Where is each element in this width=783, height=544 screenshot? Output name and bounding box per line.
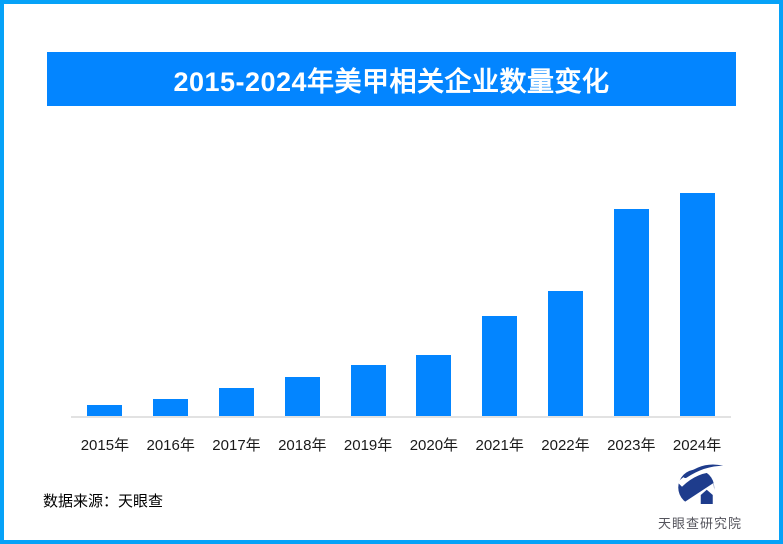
bar-2017年 (218, 388, 254, 417)
bar-slot (664, 190, 730, 417)
tianyancha-logo-icon (676, 462, 724, 512)
x-tick-label-2022年: 2022年 (541, 437, 590, 454)
x-tick-label-2015年: 2015年 (80, 437, 130, 454)
bar-2021年 (482, 316, 518, 417)
title-banner: 2015-2024年美甲相关企业数量变化 (47, 52, 736, 106)
bar-2015年 (87, 405, 123, 417)
bar-2024年 (679, 193, 715, 417)
bar-2022年 (547, 291, 583, 417)
publisher-logo-block: 天眼查研究院 (651, 462, 749, 532)
bar-slot (467, 190, 533, 417)
data-source-label: 数据来源：天眼查 (43, 493, 164, 510)
x-axis-line (71, 416, 731, 418)
chart-title: 2015-2024年美甲相关企业数量变化 (173, 66, 610, 97)
x-tick-label-2017年: 2017年 (212, 437, 261, 454)
bar-slot (533, 190, 599, 417)
bar-slot (335, 190, 401, 417)
bar-2023年 (613, 209, 649, 417)
x-tick-label-2019年: 2019年 (343, 437, 393, 454)
x-tick-label-2018年: 2018年 (278, 437, 327, 454)
bar-slot (598, 190, 664, 417)
bar-2020年 (416, 355, 452, 417)
bar-2018年 (284, 377, 320, 417)
bar-slot (401, 190, 467, 417)
bar-slot (72, 190, 138, 417)
x-axis-labels: 2015年 2016年 2017年 2018年 2019年 2020年 2021年 2022年… (72, 434, 730, 455)
bar-slot (204, 190, 270, 417)
x-tick-label-2023年: 2023年 (607, 437, 656, 454)
bar-slot (138, 190, 204, 417)
x-tick-label-2024年: 2024年 (672, 437, 722, 454)
bar-chart (72, 190, 730, 417)
bar-slot (269, 190, 335, 417)
bar-2016年 (153, 399, 189, 417)
x-tick-label-2021年: 2021年 (475, 437, 524, 454)
bar-2019年 (350, 365, 386, 417)
publisher-name: 天眼查研究院 (657, 516, 742, 531)
x-tick-label-2020年: 2020年 (409, 437, 459, 454)
x-tick-label-2016年: 2016年 (146, 437, 195, 454)
